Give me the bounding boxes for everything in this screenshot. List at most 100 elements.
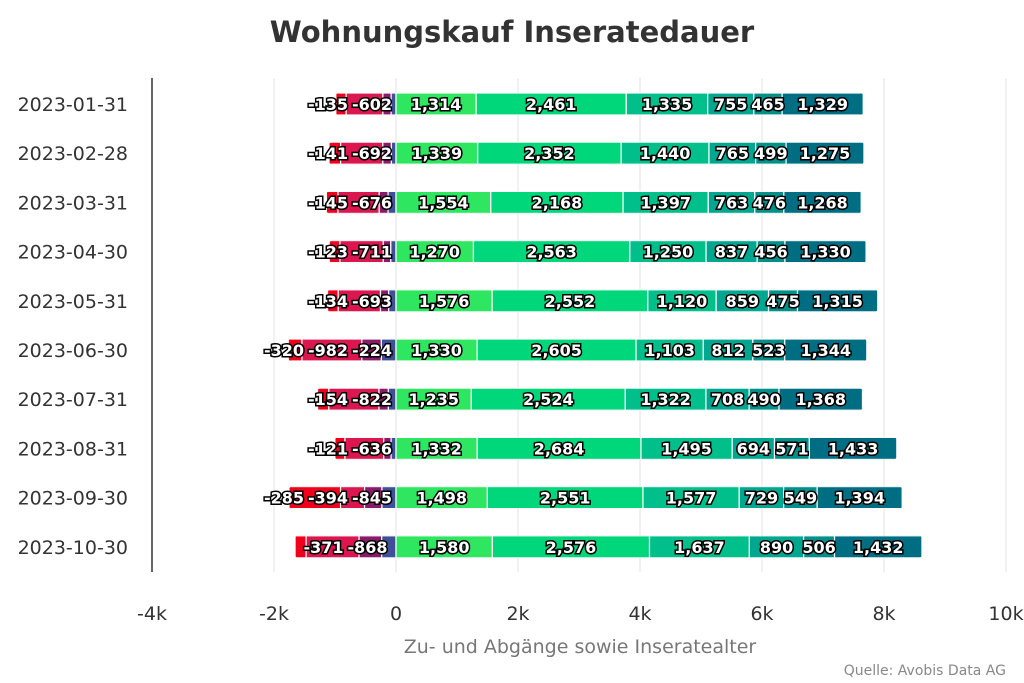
- data-label: 1,322: [640, 390, 691, 409]
- data-label: 1,344: [800, 341, 851, 360]
- data-label: 475: [766, 292, 799, 311]
- data-label: -602: [352, 95, 392, 114]
- data-label: 571: [775, 439, 808, 458]
- data-label: -845: [352, 489, 392, 508]
- x-tick-label: -4k: [137, 603, 167, 625]
- data-label: 1,440: [640, 144, 691, 163]
- data-label: 755: [714, 95, 747, 114]
- data-label: -371: [304, 538, 344, 557]
- data-label: 456: [754, 243, 787, 262]
- bar-segment: [783, 191, 862, 214]
- data-label: 2,168: [532, 193, 583, 212]
- bar-segment: [390, 142, 397, 165]
- data-label: 1,637: [674, 538, 725, 557]
- data-label: -154: [308, 390, 348, 409]
- data-label: 1,576: [419, 292, 470, 311]
- data-label: 694: [737, 439, 770, 458]
- y-tick-label: 2023-03-31: [18, 192, 128, 214]
- y-tick-label: 2023-01-31: [18, 94, 128, 116]
- y-tick-label: 2023-02-28: [18, 143, 128, 165]
- chart-title: Wohnungskauf Inseratedauer: [270, 15, 755, 49]
- y-tick-label: 2023-07-31: [18, 389, 128, 411]
- data-label: 499: [754, 144, 787, 163]
- data-label: -711: [352, 243, 392, 262]
- data-label: -145: [308, 193, 348, 212]
- y-axis-labels: 2023-01-31 2023-02-28 2023-03-31 2023-04-30…: [18, 94, 128, 559]
- bar-row: [295, 535, 922, 558]
- data-label: -676: [352, 193, 392, 212]
- data-label: 1,433: [828, 439, 879, 458]
- bar-row: [326, 191, 862, 214]
- x-tick-label: 4k: [628, 603, 651, 625]
- data-label: 708: [711, 390, 744, 409]
- data-label: 1,120: [657, 292, 708, 311]
- y-tick-label: 2023-06-30: [18, 340, 128, 362]
- data-label: 1,275: [800, 144, 851, 163]
- data-label: 549: [784, 489, 817, 508]
- data-label: -285: [264, 489, 304, 508]
- data-label: 2,576: [546, 538, 597, 557]
- bar-row: [288, 339, 867, 361]
- source-note: Quelle: Avobis Data AG: [844, 663, 1006, 679]
- x-axis-ticks: -4k -2k 0 2k 4k 6k 8k 10k: [137, 603, 1024, 625]
- x-tick-label: 0: [390, 603, 402, 625]
- data-label: 1,330: [800, 243, 851, 262]
- data-label: 1,270: [409, 243, 460, 262]
- bar-segment: [784, 339, 867, 361]
- data-label: -693: [352, 292, 392, 311]
- data-labels: 1,314 2,461 1,335 755 465 1,329 -135 -602 1,339 2…: [262, 94, 905, 559]
- data-label: -822: [352, 390, 392, 409]
- data-label: 859: [726, 292, 759, 311]
- bar-row: [289, 486, 903, 509]
- data-label: 1,268: [797, 193, 848, 212]
- data-label: 890: [760, 538, 793, 557]
- data-label: 2,524: [523, 390, 574, 409]
- y-tick-label: 2023-04-30: [18, 242, 128, 264]
- data-label: 763: [715, 193, 748, 212]
- data-label: 490: [747, 390, 780, 409]
- bar-segment: [785, 142, 864, 165]
- y-tick-label: 2023-05-31: [18, 291, 128, 313]
- data-label: 1,577: [666, 489, 717, 508]
- bar-segment: [784, 240, 867, 263]
- x-tick-label: -2k: [259, 603, 289, 625]
- data-label: -135: [308, 95, 348, 114]
- x-tick-label: 6k: [750, 603, 773, 625]
- data-label: 1,314: [411, 95, 462, 114]
- data-label: -636: [352, 439, 392, 458]
- data-label: 1,368: [795, 390, 846, 409]
- bars: [288, 93, 922, 558]
- bar-segment: [816, 486, 903, 509]
- bar-row: [327, 289, 878, 312]
- x-tick-label: 10k: [988, 603, 1023, 625]
- data-label: 2,552: [545, 292, 596, 311]
- data-label: 1,498: [416, 489, 467, 508]
- x-axis-label: Zu- und Abgänge sowie Inseratealter: [404, 636, 757, 658]
- data-label: 476: [753, 193, 786, 212]
- data-label: 523: [752, 341, 785, 360]
- data-label: 1,330: [411, 341, 462, 360]
- y-tick-label: 2023-10-30: [18, 537, 128, 559]
- data-label: 506: [802, 538, 835, 557]
- data-label: 1,432: [853, 538, 904, 557]
- data-label: -134: [308, 292, 348, 311]
- x-tick-label: 2k: [506, 603, 529, 625]
- data-label: 1,329: [797, 95, 848, 114]
- bar-segment: [796, 289, 878, 312]
- data-label: 2,563: [526, 243, 577, 262]
- data-label: 2,352: [524, 144, 575, 163]
- data-label: 1,554: [418, 193, 469, 212]
- bar-row: [334, 437, 897, 460]
- data-label: -868: [348, 538, 388, 557]
- bar-row: [329, 142, 864, 165]
- data-label: 1,332: [411, 439, 462, 458]
- data-label: 812: [711, 341, 744, 360]
- data-label: 1,250: [643, 243, 694, 262]
- data-label: 1,315: [812, 292, 863, 311]
- data-label: 1,339: [412, 144, 463, 163]
- data-label: -123: [308, 243, 348, 262]
- data-label: 1,495: [661, 439, 712, 458]
- data-label: -224: [352, 341, 392, 360]
- data-label: 1,235: [408, 390, 459, 409]
